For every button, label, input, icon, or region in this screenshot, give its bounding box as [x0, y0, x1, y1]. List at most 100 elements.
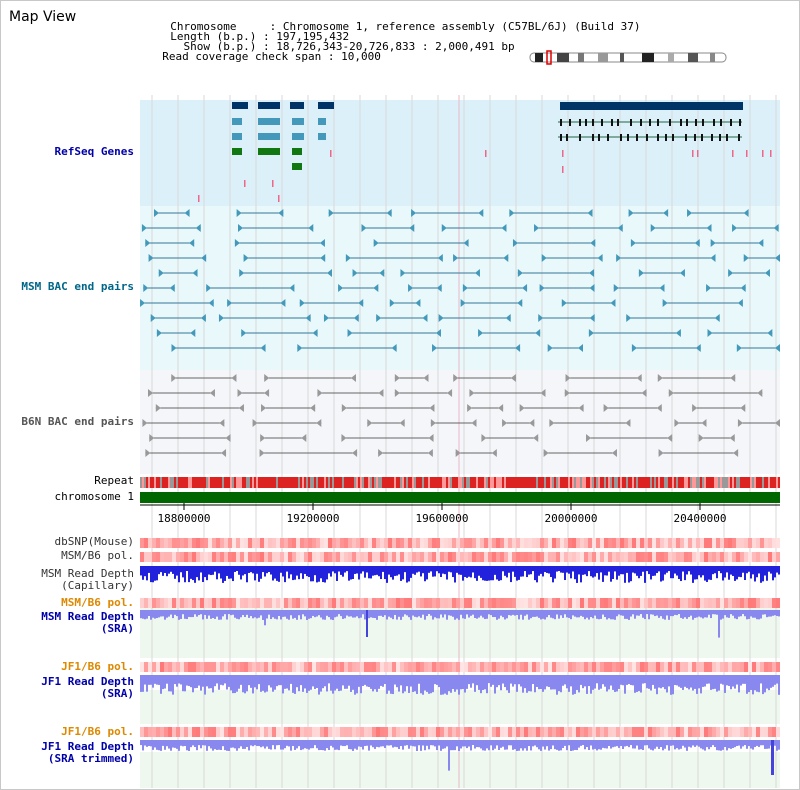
read-depth-bar: [544, 675, 546, 690]
bac-end-marker: [519, 404, 525, 412]
polymorphism-cell: [220, 538, 224, 548]
read-depth-bar: [602, 610, 604, 615]
polymorphism-cell: [760, 727, 764, 737]
read-depth-bar: [144, 610, 146, 620]
read-depth-bar: [508, 610, 510, 616]
refseq-exon: [738, 134, 740, 141]
polymorphism-cell: [640, 552, 644, 562]
read-depth-bar: [526, 610, 528, 615]
polymorphism-cell: [596, 662, 600, 672]
read-depth-bar: [452, 740, 454, 751]
polymorphism-cell: [568, 552, 572, 562]
repeat-block: [604, 477, 606, 488]
bac-end-marker: [316, 419, 322, 427]
repeat-block: [314, 477, 316, 488]
polymorphism-cell: [180, 552, 184, 562]
repeat-block: [424, 477, 426, 488]
read-depth-bar: [214, 566, 216, 572]
read-depth-bar: [208, 740, 210, 747]
read-depth-bar: [414, 740, 416, 747]
polymorphism-cell: [696, 598, 700, 608]
read-depth-bar: [582, 610, 584, 617]
read-depth-bar: [742, 610, 744, 615]
read-depth-bar: [556, 740, 558, 750]
read-depth-bar: [504, 566, 506, 576]
read-depth-bar: [536, 610, 538, 617]
read-depth-bar: [330, 566, 332, 577]
repeat-block: [626, 477, 628, 488]
bac-end-marker: [529, 419, 535, 427]
read-depth-bar: [312, 610, 314, 616]
read-depth-bar: [626, 740, 628, 746]
repeat-block: [672, 477, 674, 488]
info-show: Show (b.p.) : 18,726,343-20,726,833 : 2,…: [170, 40, 515, 53]
read-depth-bar: [154, 740, 156, 748]
read-depth-bar: [276, 566, 278, 581]
bac-end-marker: [650, 224, 656, 232]
read-depth-bar: [512, 675, 514, 687]
polymorphism-cell: [664, 598, 668, 608]
read-depth-bar: [486, 610, 488, 619]
bac-end-marker: [588, 329, 594, 337]
polymorphism-cell: [236, 538, 240, 548]
repeat-block: [342, 477, 344, 488]
repeat-block: [236, 477, 238, 488]
read-depth-bar: [236, 740, 238, 751]
bac-end-marker: [631, 344, 637, 352]
repeat-block: [774, 477, 776, 488]
read-depth-bar: [608, 610, 610, 619]
polymorphism-cell: [768, 538, 772, 548]
read-depth-bar: [272, 566, 274, 581]
polymorphism-cell: [424, 598, 428, 608]
repeat-block: [756, 477, 758, 488]
bac-end-marker: [437, 254, 443, 262]
polymorphism-cell: [440, 598, 444, 608]
read-depth-bar: [590, 740, 592, 746]
read-depth-bar: [760, 675, 762, 684]
read-depth-bar: [740, 566, 742, 578]
bac-end-marker: [189, 239, 195, 247]
read-depth-bar: [750, 675, 752, 690]
bac-end-marker: [201, 254, 207, 262]
read-depth-bar: [592, 610, 594, 619]
bac-end-marker: [350, 374, 356, 382]
read-depth-bar: [690, 566, 692, 575]
polymorphism-cell: [236, 662, 240, 672]
read-depth-bar: [152, 675, 154, 688]
polymorphism-cell: [288, 662, 292, 672]
read-depth-bar: [314, 610, 316, 618]
bac-end-marker: [252, 419, 258, 427]
refseq-gene: [292, 133, 304, 140]
read-depth-bar: [482, 610, 484, 618]
read-depth-bar: [150, 675, 152, 685]
read-depth-bar: [432, 740, 434, 746]
read-depth-bar: [334, 675, 336, 691]
read-depth-bar: [658, 610, 660, 618]
read-depth-bar: [760, 740, 762, 746]
polymorphism-cell: [624, 552, 628, 562]
polymorphism-cell: [632, 662, 636, 672]
read-depth-bar: [416, 610, 418, 618]
read-depth-bar: [664, 740, 666, 749]
read-depth-bar: [452, 610, 454, 617]
polymorphism-cell: [364, 727, 368, 737]
read-depth-bar: [388, 740, 390, 746]
repeat-block: [662, 477, 664, 488]
polymorphism-cell: [164, 727, 168, 737]
read-depth-bar: [594, 740, 596, 749]
read-depth-bar: [344, 675, 346, 689]
repeat-block: [510, 477, 512, 488]
read-depth-bar: [348, 610, 350, 617]
read-depth-bar: [198, 740, 200, 746]
read-depth-bar: [450, 740, 452, 751]
refseq-exon: [649, 119, 651, 126]
info-value: 18,726,343-20,726,833 : 2,000,491 bp: [276, 40, 515, 53]
polymorphism-cell: [380, 552, 384, 562]
read-depth-bar: [634, 610, 636, 619]
repeat-block: [192, 477, 194, 488]
polymorphism-cell: [632, 552, 636, 562]
polymorphism-cell: [340, 727, 344, 737]
repeat-block: [176, 477, 178, 488]
polymorphism-cell: [256, 598, 260, 608]
